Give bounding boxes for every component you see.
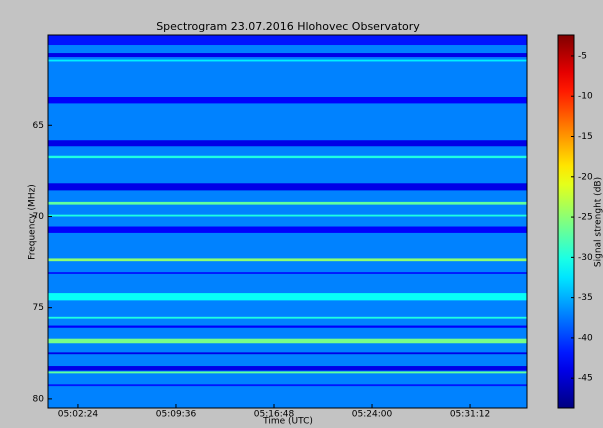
colorbar (558, 35, 574, 408)
heatmap-band (48, 53, 527, 57)
y-axis-label: Frequency (MHz) (28, 184, 38, 260)
heatmap-band (48, 97, 527, 103)
page: {"chart_data": {"type": "heatmap", "titl… (0, 0, 603, 428)
y-tick-label: 70 (33, 212, 45, 222)
heatmap-band (48, 272, 527, 274)
x-tick-label: 05:09:36 (156, 410, 197, 420)
heatmap-band (48, 258, 527, 261)
colorbar-tick-label: -5 (578, 51, 587, 61)
colorbar-tick-label: -15 (578, 132, 593, 142)
chart: Spectrogram 23.07.2016 Hlohovec Observat… (0, 0, 603, 428)
heatmap-band (48, 352, 527, 354)
heatmap-background (48, 35, 527, 408)
colorbar-tick-label: -35 (578, 293, 593, 303)
chart-title: Spectrogram 23.07.2016 Hlohovec Observat… (156, 20, 420, 33)
colorbar-tick-label: -25 (578, 213, 593, 223)
heatmap-band (48, 35, 527, 45)
y-tick-label: 80 (33, 394, 45, 404)
heatmap-band (48, 156, 527, 158)
colorbar-tick-label: -20 (578, 172, 593, 182)
y-tick-label: 75 (33, 303, 44, 313)
heatmap-band (48, 215, 527, 217)
colorbar-tick-label: -40 (578, 333, 593, 343)
heatmap-band (48, 293, 527, 300)
colorbar-tick-label: -45 (578, 374, 593, 384)
heatmap-band (48, 140, 527, 146)
colorbar-tick-label: -30 (578, 253, 593, 263)
colorbar-label: Signal strenght (dB) (594, 177, 603, 267)
x-tick-label: 05:24:00 (352, 410, 393, 420)
heatmap-band (48, 384, 527, 386)
x-tick-label: 05:16:48 (254, 410, 295, 420)
heatmap-band (48, 227, 527, 233)
heatmap-band (48, 372, 527, 374)
heatmap-band (48, 317, 527, 319)
colorbar-tick-label: -10 (578, 92, 593, 102)
heatmap-band (48, 326, 527, 328)
heatmap-band (48, 202, 527, 205)
y-tick-label: 65 (33, 121, 44, 131)
x-tick-label: 05:31:12 (450, 410, 490, 420)
heatmap-band (48, 339, 527, 344)
heatmap-band (48, 183, 527, 190)
heatmap-band (48, 366, 527, 371)
x-tick-label: 05:02:24 (58, 410, 99, 420)
heatmap-band (48, 60, 527, 62)
